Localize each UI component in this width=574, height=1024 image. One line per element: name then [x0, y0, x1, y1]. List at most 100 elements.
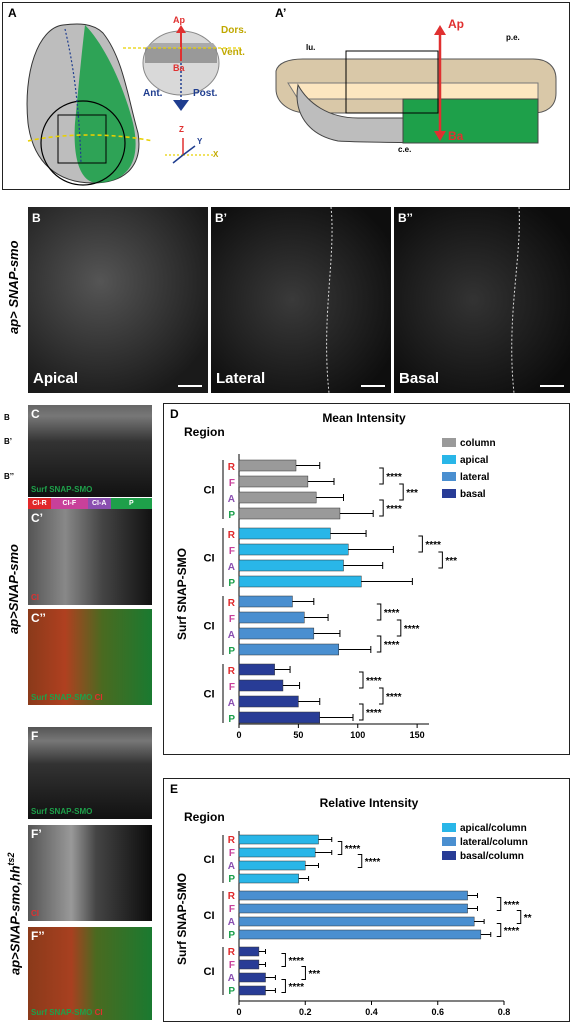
category-label: A [228, 630, 235, 641]
sig-bracket [357, 854, 363, 868]
panel-c2-label: C’’ [31, 611, 46, 625]
sig-bracket [376, 635, 382, 653]
panel-d: D Mean Intensity Region Surf SNAP-SMO 0 50 10… [163, 403, 570, 755]
category-label: A [228, 917, 235, 928]
panel-b1-caption: Lateral [216, 370, 266, 387]
category-label: F [229, 478, 235, 489]
category-label: R [228, 835, 236, 846]
sig-bracket [379, 467, 384, 485]
region-header: Region [184, 810, 225, 824]
bar [238, 475, 309, 488]
category-label: R [228, 462, 236, 473]
panel-d-label: D [170, 407, 179, 421]
region-p: P [110, 498, 152, 509]
sig-label: **** [386, 504, 402, 515]
legend-label: apical/column [460, 823, 527, 834]
category-label: P [228, 646, 235, 657]
wing-disc-diagram [26, 23, 241, 186]
a2-ap-label: Ap [448, 17, 464, 31]
sig-label: **** [366, 676, 382, 687]
bar [238, 847, 316, 858]
panel-c-label: C [31, 407, 40, 421]
panel-b-caption: Apical [33, 370, 79, 387]
sig-bracket [516, 910, 522, 924]
group-label: CI [204, 910, 215, 922]
sig-bracket [496, 923, 502, 937]
category-label: A [228, 562, 235, 573]
scale-bar [178, 385, 202, 387]
panel-f: F Surf SNAP-SMO [28, 727, 152, 819]
x-tick-label: 100 [350, 730, 365, 740]
category-label: R [228, 666, 236, 677]
chart-title: Mean Intensity [322, 411, 406, 425]
y-axis-label: Surf SNAP-SMO [175, 873, 189, 965]
category-label: F [229, 614, 235, 625]
bar [238, 491, 317, 504]
panel-f2: F’’ Surf SNAP-SMO CI [28, 927, 152, 1020]
panel-b2-label: B’’ [398, 211, 413, 225]
sig-label: **** [288, 956, 304, 967]
bar [238, 695, 299, 708]
category-label: F [229, 682, 235, 693]
panel-f1-caption: CI [31, 909, 39, 918]
panel-f2-caption: Surf SNAP-SMO CI [31, 1008, 103, 1017]
side-mark-b2: B’’ [4, 472, 14, 481]
panel-e-label: E [170, 782, 179, 796]
sig-label: **** [504, 926, 520, 937]
legend-label: basal/column [460, 851, 524, 862]
dors-label: Dors. [221, 25, 247, 36]
bar [238, 507, 341, 520]
sig-bracket [438, 551, 443, 569]
sig-label: **** [386, 692, 402, 703]
group-label: CI [204, 621, 215, 633]
bar [238, 711, 320, 724]
sig-label: **** [345, 844, 361, 855]
bar [238, 527, 331, 540]
sig-bracket [379, 499, 384, 517]
x-tick-label: 0 [236, 730, 241, 740]
sig-bracket [418, 535, 423, 553]
panel-b2-caption: Basal [399, 370, 440, 387]
sig-bracket [359, 703, 364, 721]
category-label: R [228, 598, 236, 609]
x-axis-label: X [213, 150, 219, 159]
c2-caption-red: CI [94, 693, 103, 702]
category-label: F [229, 960, 235, 971]
bar [238, 972, 266, 983]
sig-label: *** [445, 556, 457, 567]
panel-b1-lateral: B’ Lateral [211, 207, 391, 393]
sig-label: **** [288, 982, 304, 993]
region-bar: CI-R CI-F CI-A P [28, 498, 152, 509]
panel-a2-label: A’ [275, 6, 287, 20]
panel-c1-label: C’ [31, 511, 43, 525]
panel-c1: C’ CI [28, 509, 152, 605]
legend-label: basal [460, 489, 486, 500]
col-f-genotype: ap>SNAP-smo,hhts2 [6, 853, 22, 975]
x-tick-label: 0.6 [431, 1007, 444, 1017]
panel-b-apical: B Apical [28, 207, 208, 393]
lumen-label: lu. [306, 43, 316, 52]
region-cir: CI-R [28, 498, 51, 509]
x-tick-label: 0 [236, 1007, 241, 1017]
bar [238, 627, 315, 640]
sig-bracket [337, 841, 343, 855]
sig-label: **** [384, 608, 400, 619]
sig-label: **** [366, 708, 382, 719]
region-cif: CI-F [50, 498, 88, 509]
panel-a: A Ap Ba Dors. Vent. Ant. Post. Z Y X A’ [2, 2, 570, 190]
legend-label: column [460, 438, 496, 449]
sig-label: **** [386, 472, 402, 483]
bar [238, 543, 349, 556]
a2-ba-label: Ba [448, 129, 464, 143]
bar [238, 946, 260, 957]
panel-b1-label: B’ [215, 211, 227, 225]
sig-bracket [496, 897, 502, 911]
region-boundary-line [326, 207, 333, 393]
col-f-genotype-sup: ts2 [6, 852, 16, 866]
legend-swatch [442, 823, 456, 832]
sig-label: **** [365, 857, 381, 868]
vent-label: Vent. [221, 47, 245, 58]
sig-bracket [281, 979, 286, 993]
bar [238, 873, 299, 884]
bar [238, 663, 275, 676]
